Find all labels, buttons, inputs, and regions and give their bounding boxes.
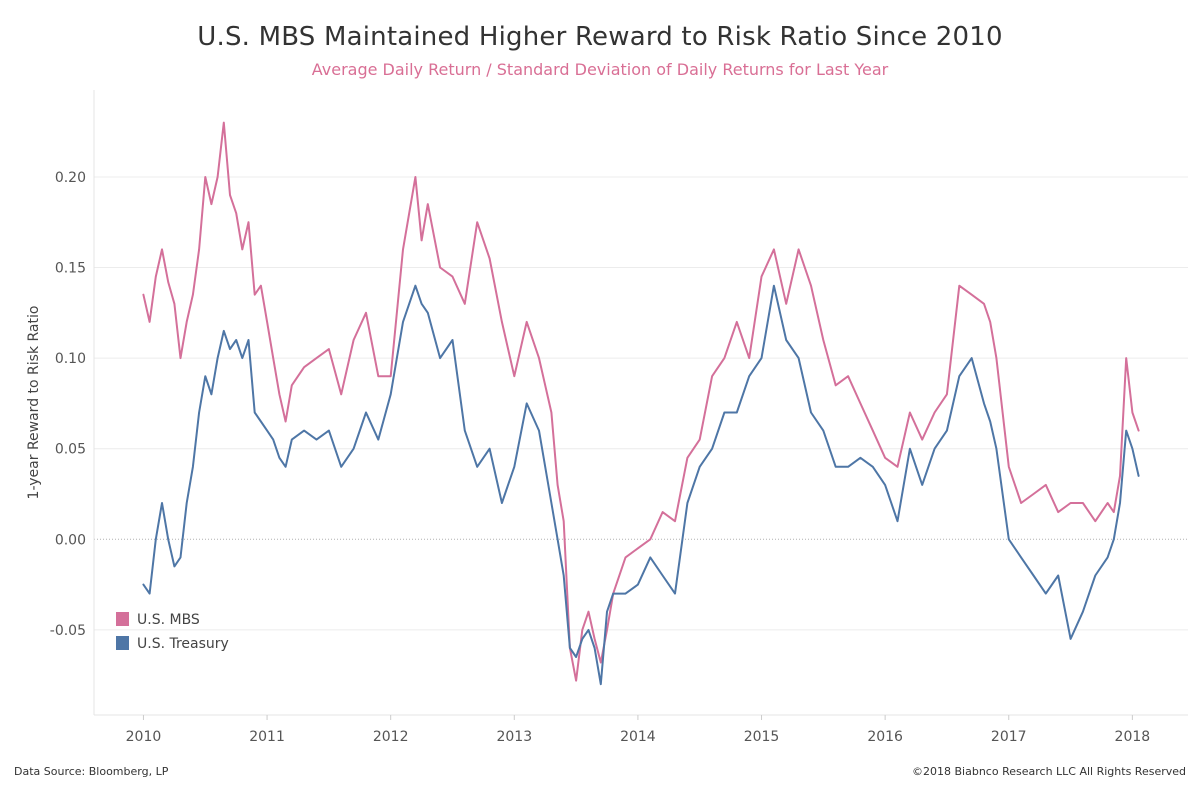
x-tick-label: 2016 xyxy=(867,729,903,745)
legend-swatch xyxy=(116,612,129,626)
axis-layer: -0.05 0.00 0.05 0.10 0.15 0.20 2010 2011 2012 201… xyxy=(26,90,1188,745)
x-tick-label: 2010 xyxy=(126,729,162,745)
line-chart: -0.05 0.00 0.05 0.10 0.15 0.20 2010 2011 2012 201… xyxy=(26,90,1188,745)
series-line-us-treasury xyxy=(142,284,1140,686)
series-layer xyxy=(142,121,1140,686)
y-tick-label: -0.05 xyxy=(50,623,86,639)
legend-label: U.S. MBS xyxy=(137,612,200,628)
y-axis-title: 1-year Reward to Risk Ratio xyxy=(26,306,42,500)
legend: U.S. MBS U.S. Treasury xyxy=(116,612,229,652)
x-tick-label: 2012 xyxy=(373,729,409,745)
x-tick-label: 2015 xyxy=(744,729,780,745)
x-tick-label: 2014 xyxy=(620,729,656,745)
x-tick-label: 2018 xyxy=(1115,729,1151,745)
copyright-note: ©2018 Biabnco Research LLC All Rights Re… xyxy=(912,765,1186,778)
y-tick-label: 0.20 xyxy=(55,170,86,186)
legend-swatch xyxy=(116,636,129,650)
x-tick-label: 2011 xyxy=(249,729,285,745)
y-tick-label: 0.05 xyxy=(55,442,86,458)
series-line-us-mbs xyxy=(142,121,1140,682)
x-tick-label: 2017 xyxy=(991,729,1027,745)
chart-title: U.S. MBS Maintained Higher Reward to Ris… xyxy=(197,22,1003,52)
legend-label: U.S. Treasury xyxy=(137,636,229,652)
x-tick-label: 2013 xyxy=(496,729,532,745)
data-source-note: Data Source: Bloomberg, LP xyxy=(14,765,169,778)
chart-subtitle: Average Daily Return / Standard Deviatio… xyxy=(311,60,889,79)
y-tick-label: 0.10 xyxy=(55,351,86,367)
y-tick-label: 0.15 xyxy=(55,261,86,277)
y-tick-label: 0.00 xyxy=(55,532,86,548)
